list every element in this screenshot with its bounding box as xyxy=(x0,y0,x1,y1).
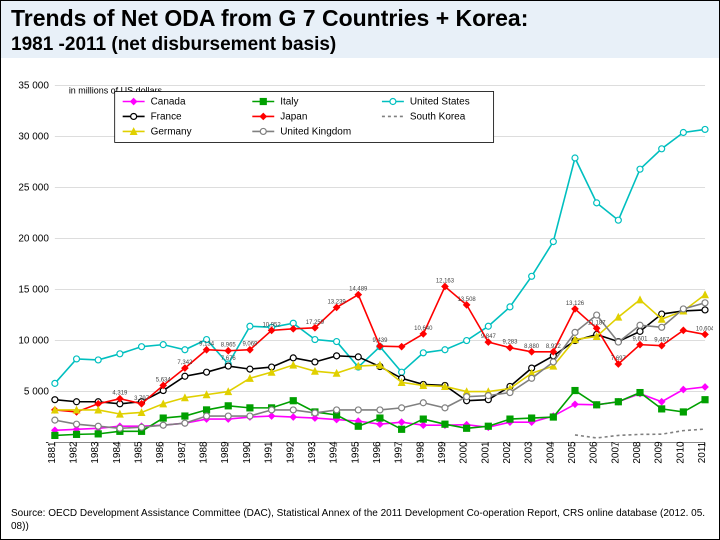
svg-text:9,069: 9,069 xyxy=(242,342,258,348)
svg-text:2003: 2003 xyxy=(524,441,535,464)
svg-text:2009: 2009 xyxy=(654,441,665,464)
slide-title: Trends of Net ODA from G 7 Countries + K… xyxy=(11,5,709,32)
chart-svg: -5 00010 00015 00020 00025 00030 00035 0… xyxy=(7,73,713,493)
svg-text:2011: 2011 xyxy=(697,441,708,463)
svg-text:11,187: 11,187 xyxy=(588,320,606,326)
svg-text:13,126: 13,126 xyxy=(566,301,585,307)
svg-text:13,508: 13,508 xyxy=(457,297,476,303)
svg-text:10,604: 10,604 xyxy=(696,326,713,332)
svg-text:20 000: 20 000 xyxy=(18,234,49,245)
svg-text:17,259: 17,259 xyxy=(306,320,325,326)
svg-text:1989: 1989 xyxy=(220,441,231,464)
svg-text:1881: 1881 xyxy=(47,441,58,464)
series-south-korea xyxy=(575,429,705,438)
svg-text:9,601: 9,601 xyxy=(633,337,649,343)
legend-label: Canada xyxy=(151,97,186,108)
svg-text:1996: 1996 xyxy=(372,441,383,464)
svg-text:1986: 1986 xyxy=(155,441,166,464)
legend-label: South Korea xyxy=(410,111,466,122)
svg-text:2008: 2008 xyxy=(632,441,643,464)
series-france xyxy=(55,310,705,404)
svg-text:5,634: 5,634 xyxy=(156,377,172,383)
svg-text:1991: 1991 xyxy=(264,441,275,464)
legend-label: United Kingdom xyxy=(280,126,351,137)
svg-text:9,467: 9,467 xyxy=(654,338,670,344)
svg-text:2004: 2004 xyxy=(545,441,556,464)
legend-label: Germany xyxy=(151,126,192,137)
svg-text:25 000: 25 000 xyxy=(18,183,49,194)
svg-text:1984: 1984 xyxy=(112,441,123,464)
source-footnote: Source: OECD Development Assistance Comm… xyxy=(11,508,709,533)
svg-text:5 000: 5 000 xyxy=(24,387,49,398)
svg-text:10 000: 10 000 xyxy=(18,336,49,347)
svg-text:1997: 1997 xyxy=(394,441,405,464)
legend-label: Japan xyxy=(280,111,307,122)
svg-text:12,163: 12,163 xyxy=(436,279,455,285)
svg-text:2000: 2000 xyxy=(459,441,470,464)
svg-text:35 000: 35 000 xyxy=(18,81,49,92)
svg-text:2010: 2010 xyxy=(675,441,686,464)
line-chart: -5 00010 00015 00020 00025 00030 00035 0… xyxy=(7,73,713,493)
svg-text:8,922: 8,922 xyxy=(546,344,562,350)
svg-text:1993: 1993 xyxy=(307,441,318,464)
svg-text:7,342: 7,342 xyxy=(177,360,193,366)
svg-text:15 000: 15 000 xyxy=(18,285,49,296)
svg-text:7,676: 7,676 xyxy=(221,356,237,362)
svg-text:10,640: 10,640 xyxy=(414,326,433,332)
svg-text:2007: 2007 xyxy=(610,441,621,464)
svg-text:4,319: 4,319 xyxy=(112,391,128,397)
svg-text:1994: 1994 xyxy=(329,441,340,464)
svg-text:8,880: 8,880 xyxy=(524,344,540,350)
svg-text:10,952: 10,952 xyxy=(262,322,281,328)
svg-text:1992: 1992 xyxy=(285,441,296,464)
svg-text:7,697: 7,697 xyxy=(611,356,627,362)
svg-text:30 000: 30 000 xyxy=(18,132,49,143)
svg-text:9,134: 9,134 xyxy=(199,342,215,348)
svg-text:9,283: 9,283 xyxy=(503,340,519,346)
slide: Trends of Net ODA from G 7 Countries + K… xyxy=(0,0,720,540)
svg-text:1987: 1987 xyxy=(177,441,188,464)
title-block: Trends of Net ODA from G 7 Countries + K… xyxy=(1,1,719,58)
svg-text:9,847: 9,847 xyxy=(481,334,497,340)
svg-text:2001: 2001 xyxy=(480,441,491,464)
svg-text:3,797: 3,797 xyxy=(134,396,150,402)
slide-subtitle: 1981 -2011 (net disbursement basis) xyxy=(11,34,709,56)
svg-text:2002: 2002 xyxy=(502,441,513,464)
svg-text:1982: 1982 xyxy=(69,441,80,464)
legend-label: Italy xyxy=(280,97,298,108)
svg-text:1983: 1983 xyxy=(90,441,101,464)
svg-text:1985: 1985 xyxy=(134,441,145,464)
legend-label: United States xyxy=(410,97,470,108)
svg-text:2005: 2005 xyxy=(567,441,578,464)
svg-text:9,439: 9,439 xyxy=(372,338,388,344)
svg-text:1999: 1999 xyxy=(437,441,448,464)
svg-text:2006: 2006 xyxy=(589,441,600,464)
svg-text:1990: 1990 xyxy=(242,441,253,464)
svg-text:8,965: 8,965 xyxy=(221,343,237,349)
svg-text:14,489: 14,489 xyxy=(349,287,368,293)
svg-text:1995: 1995 xyxy=(350,441,361,464)
svg-text:13,239: 13,239 xyxy=(327,299,346,305)
svg-text:1988: 1988 xyxy=(199,441,210,464)
legend-label: France xyxy=(151,111,182,122)
svg-text:1998: 1998 xyxy=(415,441,426,464)
